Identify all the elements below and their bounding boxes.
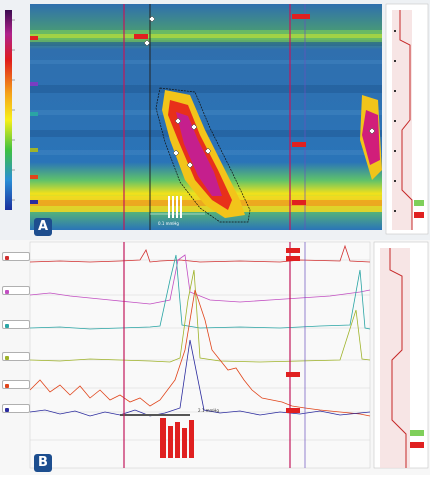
tracings-svg	[29, 241, 429, 469]
panel-b-label: B	[34, 454, 52, 472]
channel-label-2[interactable]	[2, 286, 30, 295]
trace-channel-1	[29, 244, 371, 263]
trace-channel-3	[29, 254, 371, 330]
position-ticks	[394, 30, 396, 212]
topography-svg	[5, 3, 429, 235]
channel-label-6[interactable]	[2, 404, 30, 413]
channel-label-1[interactable]	[2, 252, 30, 261]
flag-blue[interactable]	[30, 200, 38, 204]
diamond-markers	[143, 15, 376, 169]
red-tag-2[interactable]	[292, 14, 310, 19]
colorbar-ticks	[12, 19, 15, 201]
position-marker-red	[414, 212, 424, 218]
contour-outline	[155, 87, 251, 223]
channel-label-3[interactable]	[2, 320, 30, 329]
irp-value: 0.1 mmHg	[158, 221, 179, 226]
red-tag-4[interactable]	[292, 200, 306, 205]
b-red-tag-3[interactable]	[286, 372, 300, 377]
b-position-marker-red	[410, 442, 424, 448]
b-position-shade	[380, 248, 410, 468]
flag-teal[interactable]	[30, 112, 38, 116]
flag-purple[interactable]	[30, 82, 38, 86]
b-red-tag-2[interactable]	[286, 256, 300, 261]
irp-blocks	[160, 418, 194, 458]
b-red-tag-1[interactable]	[286, 248, 300, 253]
panel-a-label: A	[34, 218, 52, 236]
trace-channel-6	[29, 339, 371, 417]
irp-bars	[168, 196, 182, 218]
panel-a-topography: A 0.1 mmHg	[0, 0, 430, 240]
flag-red-1[interactable]	[30, 36, 38, 40]
irp-bar	[120, 414, 190, 416]
second-contraction-core	[362, 110, 380, 165]
position-marker-green	[414, 200, 424, 206]
ues-band-core	[30, 34, 382, 38]
trace-channel-5	[29, 289, 371, 417]
contraction-peak	[176, 112, 222, 196]
position-trace	[399, 10, 413, 230]
pressure-colorbar-icon	[5, 10, 12, 210]
trace-channel-4	[29, 269, 371, 363]
channel-label-5[interactable]	[2, 380, 30, 389]
flag-olive[interactable]	[30, 148, 38, 152]
panel-b-tracings: B 2.1 mmHg	[0, 240, 430, 475]
red-tag-1[interactable]	[134, 34, 148, 39]
flag-orange[interactable]	[30, 175, 38, 179]
b-position-trace	[389, 248, 407, 468]
position-shade	[392, 10, 412, 230]
red-tag-3[interactable]	[292, 142, 306, 147]
b-position-marker-green	[410, 430, 424, 436]
irp-annotation: 2.1 mmHg	[198, 408, 219, 413]
channel-label-4[interactable]	[2, 352, 30, 361]
b-red-tag-4[interactable]	[286, 408, 300, 413]
